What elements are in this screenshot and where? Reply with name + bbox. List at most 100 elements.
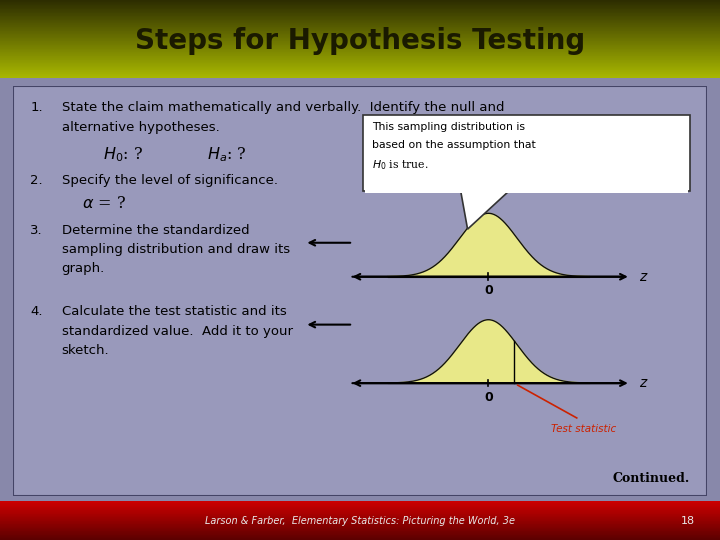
Bar — [0, 505, 720, 506]
Bar — [0, 77, 720, 78]
Bar — [0, 61, 720, 62]
Bar — [0, 39, 720, 40]
Text: 4.: 4. — [30, 306, 42, 319]
Bar — [0, 7, 720, 8]
Bar — [0, 532, 720, 533]
Text: 1.: 1. — [30, 101, 43, 114]
Bar — [0, 29, 720, 30]
Bar — [0, 1, 720, 2]
Bar — [0, 2, 720, 3]
Bar — [0, 8, 720, 9]
Bar — [0, 71, 720, 72]
Bar — [0, 5, 720, 6]
Text: 18: 18 — [680, 516, 695, 525]
Text: 0: 0 — [484, 390, 492, 403]
Bar — [0, 58, 720, 59]
Bar — [0, 509, 720, 510]
Bar — [0, 535, 720, 536]
Bar — [0, 59, 720, 60]
Bar — [0, 23, 720, 24]
Bar — [0, 35, 720, 36]
Bar — [0, 512, 720, 513]
Text: based on the assumption that: based on the assumption that — [372, 140, 536, 151]
Bar — [0, 525, 720, 526]
Bar — [0, 51, 720, 52]
Bar — [0, 75, 720, 76]
Text: z: z — [639, 376, 647, 390]
Text: Calculate the test statistic and its: Calculate the test statistic and its — [61, 306, 287, 319]
Bar — [0, 508, 720, 509]
Text: State the claim mathematically and verbally.  Identify the null and: State the claim mathematically and verba… — [61, 101, 504, 114]
FancyBboxPatch shape — [13, 86, 707, 496]
Bar — [0, 522, 720, 523]
Text: 2.: 2. — [30, 174, 43, 187]
Bar — [0, 70, 720, 71]
Bar — [0, 523, 720, 524]
Bar — [0, 501, 720, 502]
Bar — [0, 32, 720, 33]
Text: graph.: graph. — [61, 262, 105, 275]
Polygon shape — [388, 213, 589, 276]
Bar — [0, 53, 720, 54]
Bar — [0, 22, 720, 23]
Bar — [0, 62, 720, 63]
Bar — [0, 514, 720, 515]
Bar — [0, 24, 720, 25]
Bar — [0, 42, 720, 43]
Bar — [0, 17, 720, 18]
Bar — [0, 44, 720, 45]
Text: Larson & Farber,  Elementary Statistics: Picturing the World, 3e: Larson & Farber, Elementary Statistics: … — [205, 516, 515, 525]
Bar — [0, 507, 720, 508]
Text: This sampling distribution is: This sampling distribution is — [372, 123, 525, 132]
Bar — [0, 65, 720, 66]
Bar — [0, 524, 720, 525]
Bar — [0, 537, 720, 538]
Bar — [0, 502, 720, 503]
Text: $\mathit{H}_0$: ?: $\mathit{H}_0$: ? — [103, 146, 143, 165]
Bar — [0, 18, 720, 19]
Bar — [0, 520, 720, 521]
Bar — [0, 527, 720, 528]
Bar — [0, 519, 720, 520]
Bar — [0, 518, 720, 519]
Bar — [0, 70, 720, 71]
Bar — [0, 11, 720, 12]
Bar — [0, 9, 720, 10]
Bar — [0, 534, 720, 535]
Bar — [0, 72, 720, 73]
Bar — [0, 52, 720, 53]
Bar — [0, 529, 720, 530]
Text: $\mathit{H}_0$ is true.: $\mathit{H}_0$ is true. — [372, 158, 428, 172]
Polygon shape — [388, 320, 589, 383]
Bar — [0, 46, 720, 47]
Polygon shape — [514, 341, 589, 383]
Text: 3.: 3. — [30, 224, 43, 237]
Bar — [0, 25, 720, 26]
Text: sampling distribution and draw its: sampling distribution and draw its — [61, 243, 289, 256]
FancyBboxPatch shape — [365, 188, 688, 193]
Bar — [0, 76, 720, 77]
Text: 0: 0 — [484, 284, 492, 297]
Bar — [0, 526, 720, 527]
Bar — [0, 69, 720, 70]
Text: Continued.: Continued. — [613, 472, 690, 485]
Bar — [0, 3, 720, 4]
Bar — [0, 15, 720, 16]
Bar — [0, 14, 720, 15]
Text: sketch.: sketch. — [61, 344, 109, 357]
Bar — [0, 73, 720, 75]
Bar — [0, 57, 720, 58]
Polygon shape — [461, 191, 509, 229]
Bar — [0, 539, 720, 540]
Bar — [0, 31, 720, 32]
Bar — [0, 504, 720, 505]
Text: Steps for Hypothesis Testing: Steps for Hypothesis Testing — [135, 26, 585, 55]
Bar — [0, 63, 720, 64]
Bar — [0, 12, 720, 14]
Bar — [0, 38, 720, 39]
Bar — [0, 19, 720, 21]
Bar — [0, 538, 720, 539]
Bar — [0, 4, 720, 5]
Text: alternative hypotheses.: alternative hypotheses. — [61, 121, 220, 134]
Bar — [0, 533, 720, 534]
